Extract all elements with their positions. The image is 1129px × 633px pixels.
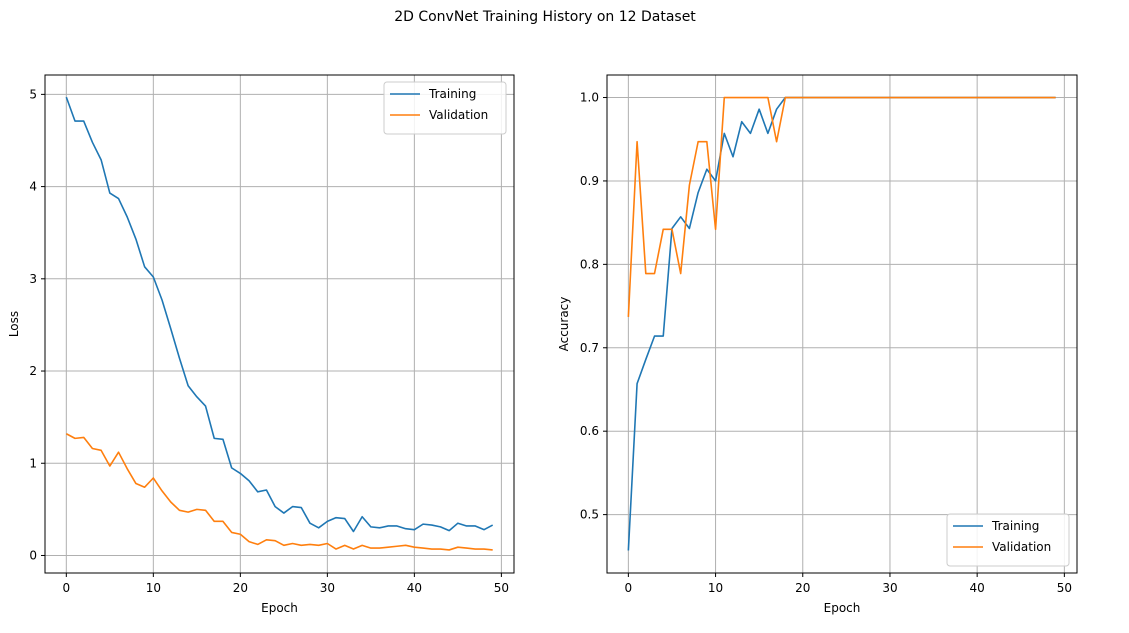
accuracy-ytick-label: 0.8: [580, 257, 599, 271]
loss-legend-box: [383, 81, 507, 135]
loss-series-training: [65, 96, 494, 533]
accuracy-legend-label-training: Training: [991, 519, 1039, 533]
loss-legend-label-validation: Validation: [429, 108, 488, 122]
accuracy-xlabel: Epoch: [824, 601, 861, 615]
accuracy-ytick-label: 0.5: [580, 508, 599, 522]
accuracy-axes-frame: [606, 74, 1078, 574]
loss-xlabel: Epoch: [261, 601, 298, 615]
accuracy-xtick-label: 20: [795, 581, 810, 595]
loss-legend: Training Validation: [383, 81, 507, 135]
accuracy-legend: Training Validation: [946, 513, 1070, 567]
figure-title: 2D ConvNet Training History on 12 Datase…: [394, 9, 696, 25]
loss-xtick-label: 20: [233, 581, 248, 595]
accuracy-xtick-label: 30: [882, 581, 897, 595]
loss-series-validation: [65, 433, 493, 551]
loss-ytick-label: 5: [29, 87, 37, 101]
accuracy-legend-box: [946, 513, 1070, 567]
loss-xtick-label: 40: [407, 581, 422, 595]
accuracy-xtick-label: 50: [1057, 581, 1072, 595]
loss-xtick-label: 0: [62, 581, 70, 595]
accuracy-ytick-label: 0.7: [580, 341, 599, 355]
accuracy-ytick-label: 0.9: [580, 174, 599, 188]
accuracy-legend-label-validation: Validation: [992, 540, 1051, 554]
accuracy-ytick-label: 1.0: [580, 91, 599, 105]
loss-legend-label-training: Training: [428, 87, 476, 101]
loss-ylabel: Loss: [7, 311, 21, 337]
loss-axes-frame: [44, 74, 515, 574]
loss-xtick-label: 50: [494, 581, 509, 595]
loss-axes: 0 10 20 30 40 50 0 1 2 3 4 5 Epoch Loss Training Valida…: [7, 74, 515, 615]
loss-ytick-label: 4: [29, 180, 37, 194]
accuracy-ytick-label: 0.6: [580, 424, 599, 438]
accuracy-xtick-label: 40: [970, 581, 985, 595]
accuracy-axes: 0 10 20 30 40 50 0.5 0.6 0.7 0.8 0.9 1.0 Epoch Accura…: [557, 74, 1078, 615]
accuracy-xtick-label: 0: [625, 581, 633, 595]
loss-ytick-label: 2: [29, 364, 37, 378]
loss-ytick-label: 0: [29, 548, 37, 562]
loss-ytick-label: 1: [29, 456, 37, 470]
accuracy-ylabel: Accuracy: [557, 297, 571, 352]
loss-ytick-label: 3: [29, 272, 37, 286]
loss-xtick-label: 30: [320, 581, 335, 595]
loss-xtick-label: 10: [146, 581, 161, 595]
accuracy-series-validation: [627, 96, 1056, 317]
accuracy-xtick-label: 10: [708, 581, 723, 595]
